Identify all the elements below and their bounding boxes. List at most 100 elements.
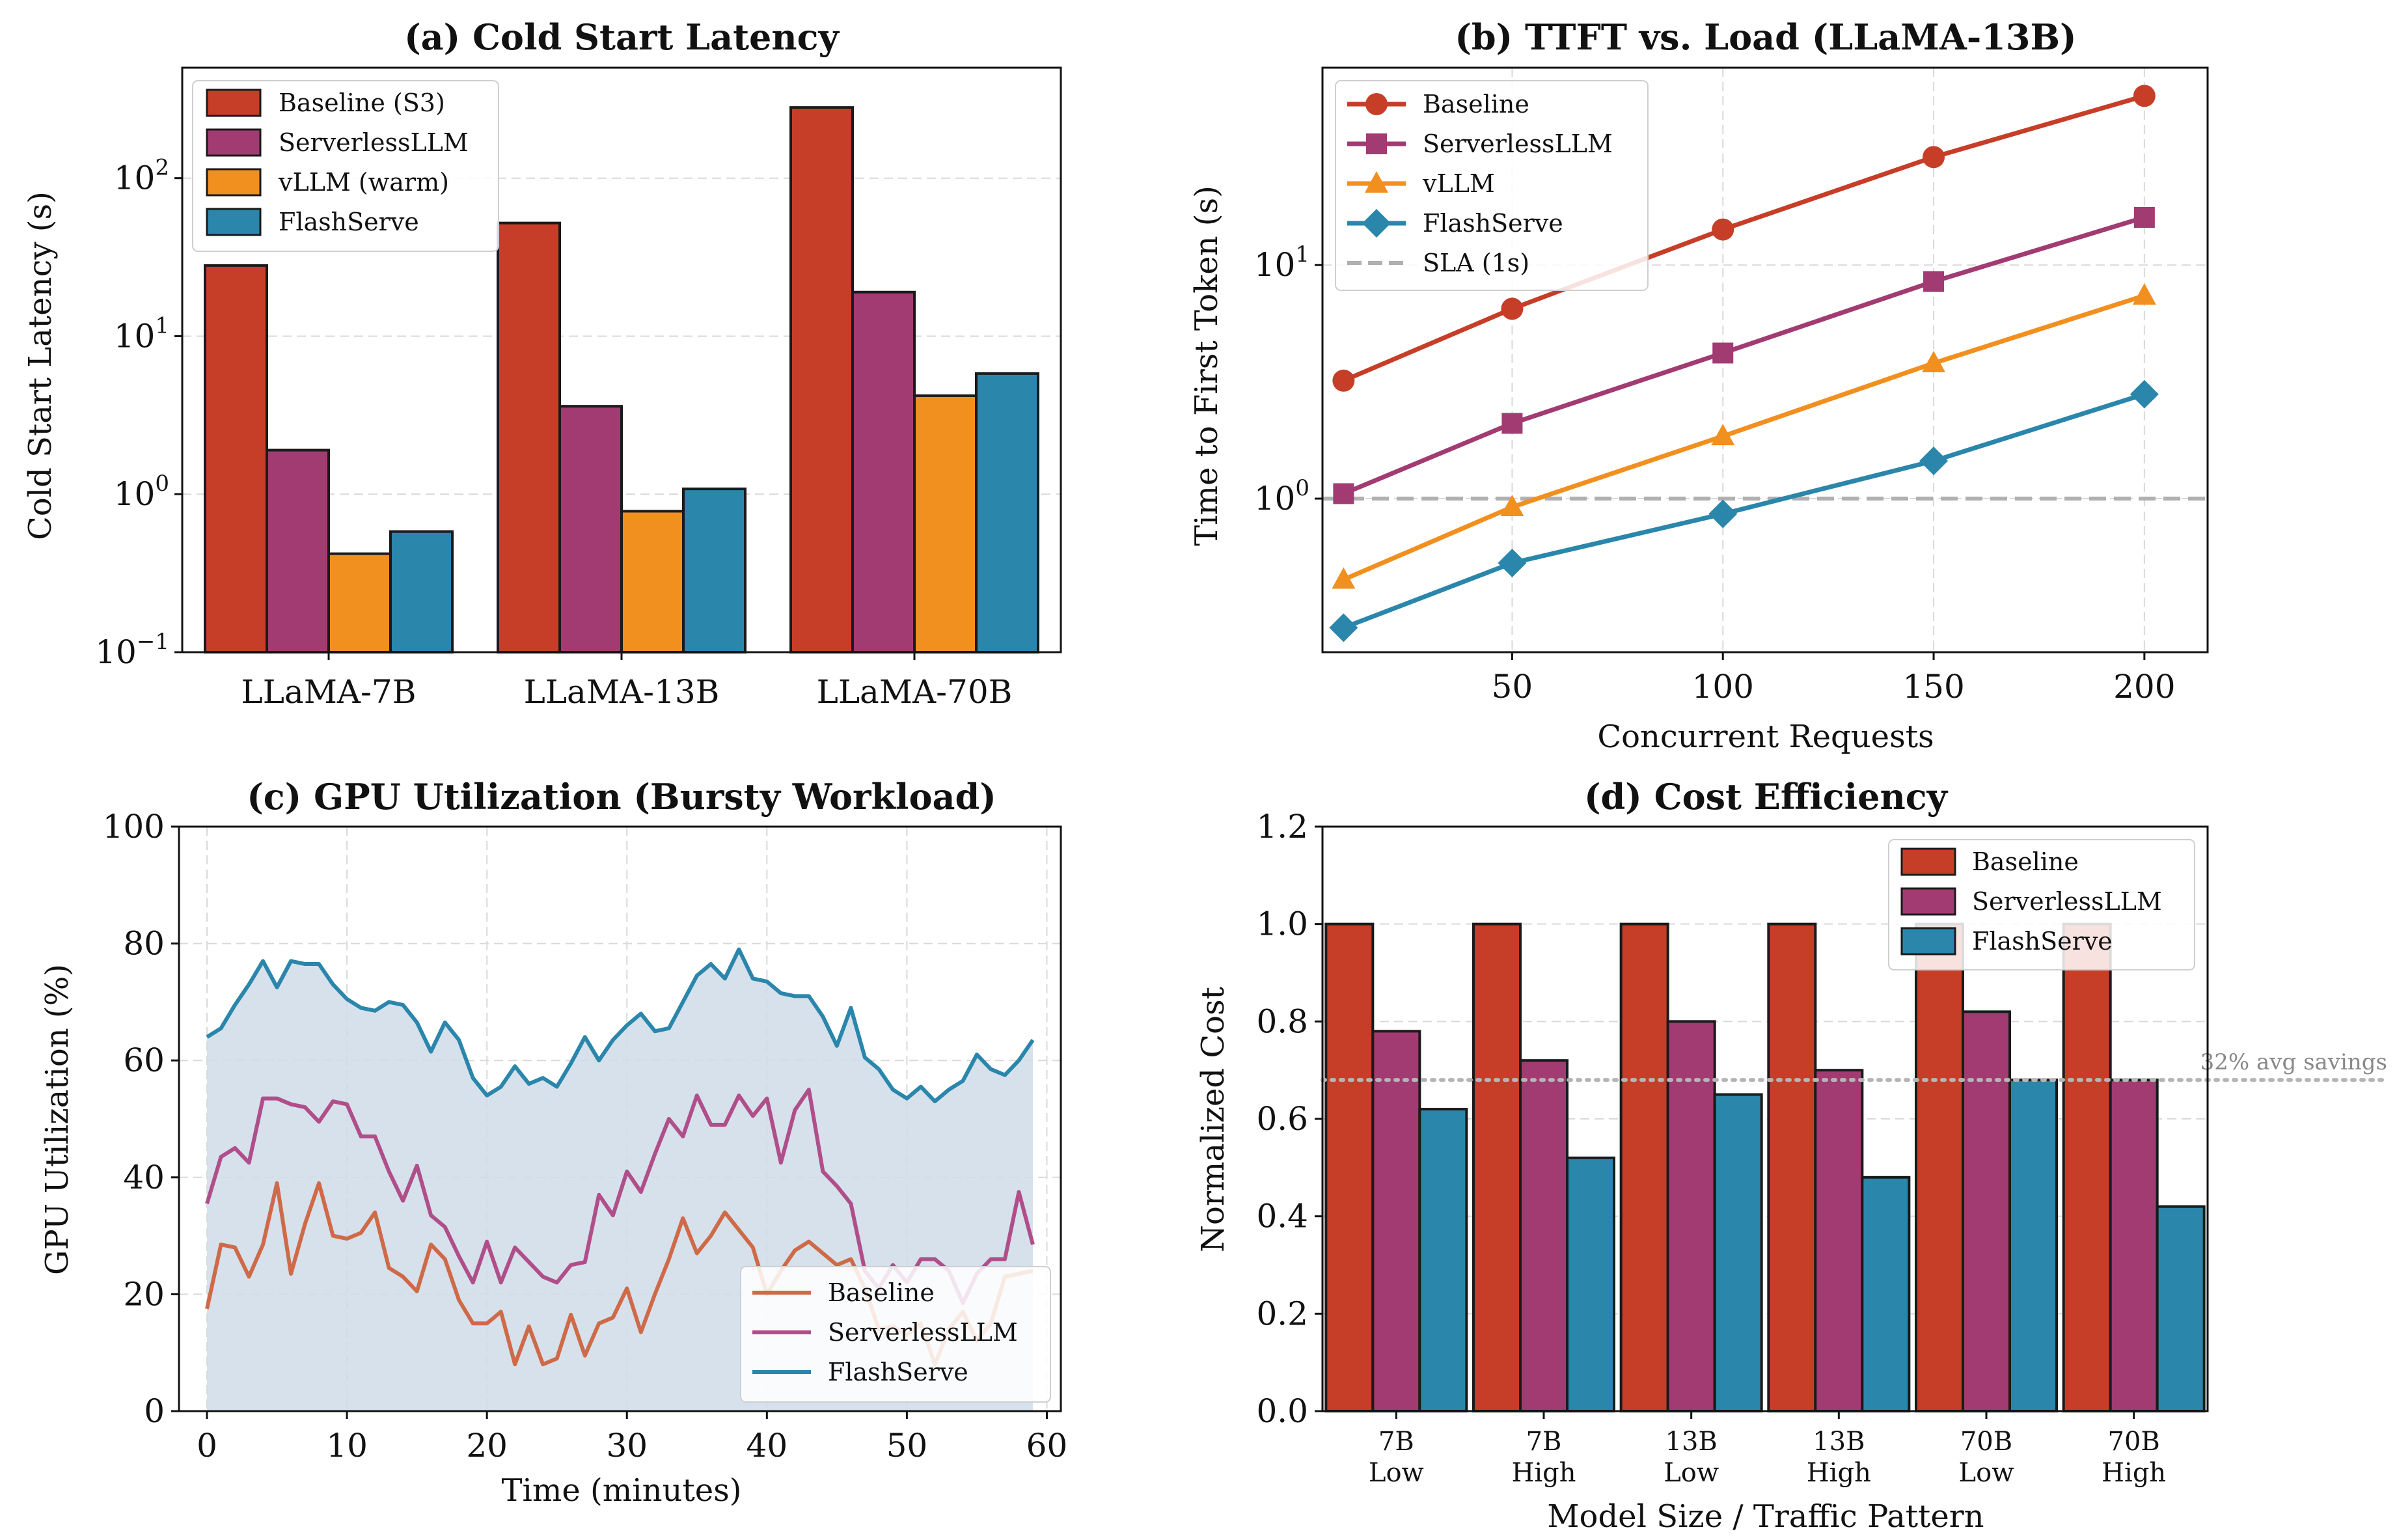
- legend-swatch: [1900, 887, 1956, 916]
- ytick-label: 0.6: [1256, 1100, 1308, 1138]
- xtick-label: Low: [1664, 1458, 1719, 1488]
- panel-a-title: (a) Cold Start Latency: [404, 16, 840, 58]
- ytick-label: 1.0: [1256, 905, 1308, 943]
- bar: [1324, 922, 1375, 1412]
- data-point: [1919, 447, 1949, 476]
- xtick-label: 200: [2113, 668, 2175, 706]
- xtick-label: High: [2102, 1458, 2166, 1488]
- legend-swatch: [206, 168, 262, 197]
- bar: [1619, 922, 1669, 1412]
- bar: [266, 448, 330, 654]
- bar: [558, 405, 623, 654]
- legend-label: FlashServe: [1972, 927, 2113, 956]
- data-point: [1712, 218, 1734, 241]
- legend-label: FlashServe: [279, 208, 419, 236]
- legend-marker: [1362, 209, 1391, 238]
- bar: [1814, 1069, 1864, 1412]
- xtick-label: 13B: [1665, 1427, 1718, 1457]
- xtick-label: LLaMA-13B: [524, 673, 720, 711]
- panel-c-axes: [178, 825, 1062, 1412]
- data-point: [1708, 499, 1738, 529]
- bar: [1472, 922, 1522, 1412]
- xtick-label: 30: [606, 1427, 648, 1464]
- xtick-label: 40: [746, 1427, 788, 1464]
- panel-b-xlabel: Concurrent Requests: [1597, 719, 1934, 755]
- panel-b-axes: [1321, 66, 2209, 653]
- bar: [1915, 922, 1964, 1412]
- ytick-label: 0: [144, 1392, 165, 1430]
- panel-a: (a) Cold Start Latency Cold Start Latenc…: [22, 16, 1062, 711]
- data-point: [1501, 413, 1523, 434]
- bar: [1519, 1059, 1568, 1412]
- panel-d-title: (d) Cost Efficiency: [1584, 776, 1949, 818]
- legend-label: ServerlessLLM: [1423, 130, 1613, 158]
- legend-frame: [1335, 80, 1649, 291]
- data-point: [1332, 369, 1355, 392]
- bar: [1566, 1156, 1615, 1413]
- legend-label: ServerlessLLM: [279, 128, 469, 157]
- ytick-label: 0.4: [1256, 1198, 1308, 1235]
- legend-swatch: [206, 89, 262, 117]
- xtick-label: High: [1807, 1458, 1871, 1488]
- legend-frame: [192, 80, 499, 252]
- bar: [1861, 1176, 1911, 1413]
- xtick-label: 0: [197, 1427, 217, 1464]
- panel-b: (b) TTFT vs. Load (LLaMA-13B) Time to Fi…: [1188, 16, 2209, 755]
- bar: [389, 530, 454, 653]
- legend-marker: [1365, 171, 1388, 193]
- data-point: [1712, 342, 1734, 364]
- xtick-label: Low: [1369, 1458, 1424, 1488]
- ytick-label: 0.2: [1256, 1295, 1308, 1332]
- xtick-label: 20: [466, 1427, 508, 1464]
- legend-label: ServerlessLLM: [828, 1318, 1018, 1347]
- panel-b-ylabel: Time to First Token (s): [1188, 186, 1225, 546]
- legend-swatch: [1900, 927, 1956, 956]
- data-point: [1329, 613, 1358, 642]
- bar: [2156, 1205, 2206, 1412]
- ytick-label: 100: [114, 471, 169, 513]
- ytick-label: 10−1: [95, 629, 169, 671]
- bar: [975, 372, 1039, 653]
- legend-label: vLLM (warm): [278, 168, 449, 197]
- series-line: [206, 947, 1035, 1104]
- data-point: [1711, 424, 1735, 446]
- xtick-label: 50: [1492, 668, 1533, 706]
- data-point: [1498, 548, 1527, 577]
- xtick-label: 70B: [1960, 1427, 2012, 1457]
- legend-label: Baseline: [828, 1278, 935, 1307]
- xtick-label: Low: [1959, 1458, 2014, 1488]
- legend-label: Baseline: [1423, 90, 1529, 118]
- xtick-label: 10: [326, 1427, 368, 1464]
- panel-b-title: (b) TTFT vs. Load (LLaMA-13B): [1455, 16, 2076, 58]
- legend-label: Baseline: [1972, 847, 2079, 876]
- panel-c: (c) GPU Utilization (Bursty Workload) GP…: [39, 776, 1067, 1509]
- data-point: [1922, 351, 1946, 373]
- xtick-label: 150: [1902, 668, 1964, 706]
- data-point: [2133, 85, 2156, 107]
- panel-d-plot: 0.00.20.40.60.81.01.27BLow7BHigh13BLow13…: [1256, 808, 2390, 1488]
- data-point: [2132, 283, 2156, 305]
- panel-c-xlabel: Time (minutes): [501, 1472, 741, 1509]
- bar: [789, 106, 854, 654]
- legend-swatch: [206, 128, 262, 157]
- legend-swatch: [1900, 847, 1956, 876]
- ytick-label: 0.0: [1256, 1392, 1308, 1430]
- panel-d: (d) Cost Efficiency Normalized Cost Mode…: [1195, 776, 2390, 1535]
- ytick-label: 60: [123, 1041, 165, 1079]
- panel-a-plot: 10−1 100 101 102 LLaMA-7B LLaMA-13B LLaMA-70B B…: [95, 66, 1062, 711]
- legend-label: Baseline (S3): [279, 89, 445, 117]
- ytick-label: 100: [1254, 475, 1309, 517]
- data-point: [1333, 483, 1354, 504]
- panel-c-title: (c) GPU Utilization (Bursty Workload): [247, 776, 996, 818]
- xtick-label: LLaMA-7B: [241, 673, 417, 711]
- bar: [1713, 1093, 1763, 1413]
- bar: [2008, 1079, 2058, 1412]
- bar: [2062, 922, 2112, 1412]
- xtick-label: 70B: [2108, 1427, 2160, 1457]
- data-point: [2130, 379, 2159, 409]
- panel-b-plot: 50 100 150 200 100 101 Baseline ServerlessLLM vL…: [1254, 66, 2209, 706]
- xtick-label: LLaMA-70B: [817, 673, 1013, 711]
- ytick-label: 1.2: [1256, 808, 1308, 846]
- bar: [1371, 1030, 1421, 1413]
